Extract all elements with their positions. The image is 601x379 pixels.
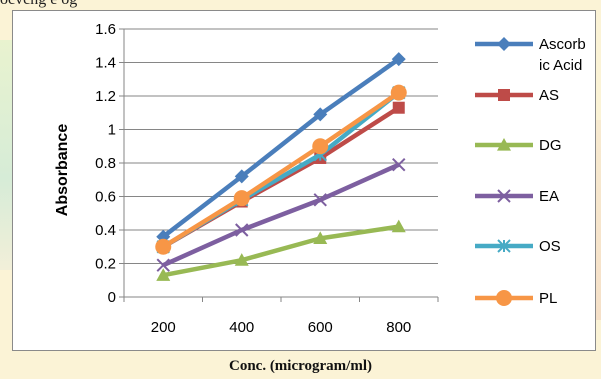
x-tick-label: 600 (308, 319, 333, 336)
x-tick-label: 400 (229, 319, 254, 336)
legend-label-os: OS (539, 238, 561, 255)
marker-stroke (235, 223, 249, 237)
legend-item-ascorbic-acid: Ascorb ic Acid (475, 36, 586, 74)
legend-item-as: AS (475, 87, 559, 104)
series-dg (156, 219, 406, 281)
legend-item-pl: PL (475, 290, 557, 307)
legend-marker-dg (497, 138, 511, 151)
y-tick-label: 0.2 (95, 256, 116, 273)
data-point-pl (312, 138, 329, 155)
data-point-ea (392, 157, 406, 172)
data-point-ea (313, 193, 327, 207)
data-point-ascorbic-acid (234, 169, 249, 184)
series-group (155, 52, 407, 281)
y-tick-label: 1 (108, 122, 116, 139)
data-point-pl (233, 190, 250, 207)
legend-marker-as (498, 89, 510, 101)
data-point-dg (313, 231, 328, 244)
marker-stroke (392, 157, 406, 172)
y-tick-label: 1.6 (95, 21, 116, 38)
data-point-as (392, 101, 405, 114)
data-point-ascorbic-acid (391, 52, 406, 67)
series-line-dg (162, 224, 400, 278)
y-axis-title: Absorbance (54, 124, 71, 217)
x-tick-label: 800 (386, 319, 411, 336)
data-point-pl (390, 84, 407, 101)
legend-label-as: AS (539, 87, 559, 104)
x-axis-caption: Conc. (microgram/ml) (228, 358, 372, 374)
data-point-pl (155, 238, 172, 255)
legend-label-ea: EA (539, 188, 559, 205)
legend-label-dg: DG (539, 137, 562, 154)
legend: Ascorb ic Acid AS DG EA OS PL (475, 36, 586, 307)
y-tick-labels: 0 0.2 0.4 0.6 0.8 1 1.2 1.4 1.6 (95, 21, 116, 306)
y-tick-label: 0.8 (95, 155, 116, 172)
y-tick-label: 0 (108, 289, 116, 306)
legend-marker-pl (496, 290, 512, 306)
x-tick-label: 200 (151, 319, 176, 336)
legend-marker-os (497, 239, 511, 253)
legend-label-pl: PL (539, 290, 557, 307)
series-ea (156, 157, 406, 272)
series-pl (155, 84, 407, 255)
series-line-ascorbic-acid (161, 57, 401, 239)
axes (119, 28, 439, 302)
series-line-ea (162, 162, 400, 268)
data-point-ea (235, 223, 249, 237)
y-tick-label: 0.6 (95, 189, 116, 206)
legend-item-dg: DG (475, 137, 562, 154)
page-header-text: ocvcng e og (0, 0, 77, 9)
data-point-dg (391, 219, 406, 233)
data-point-dg (234, 253, 249, 266)
x-tick-labels: 200 400 600 800 (151, 319, 412, 336)
legend-item-os: OS (475, 238, 561, 255)
data-point-ascorbic-acid (313, 107, 328, 122)
marker-stroke (313, 193, 327, 207)
series-ascorbic-acid (156, 52, 406, 244)
legend-marker-ascorbic-acid (497, 37, 511, 51)
series-line-pl (162, 90, 401, 249)
y-tick-label: 1.4 (95, 55, 116, 72)
data-point-dg (156, 268, 171, 281)
y-tick-label: 1.2 (95, 88, 116, 105)
marker-stroke (156, 258, 170, 272)
legend-label-ascorbic-acid: ic Acid (539, 57, 582, 74)
marker-stroke (497, 189, 511, 203)
legend-marker-ea (497, 189, 511, 203)
legend-item-ea: EA (475, 188, 559, 205)
y-tick-label: 0.4 (95, 222, 116, 239)
legend-label-ascorbic-acid: Ascorb (539, 36, 586, 53)
data-point-ea (156, 258, 170, 272)
